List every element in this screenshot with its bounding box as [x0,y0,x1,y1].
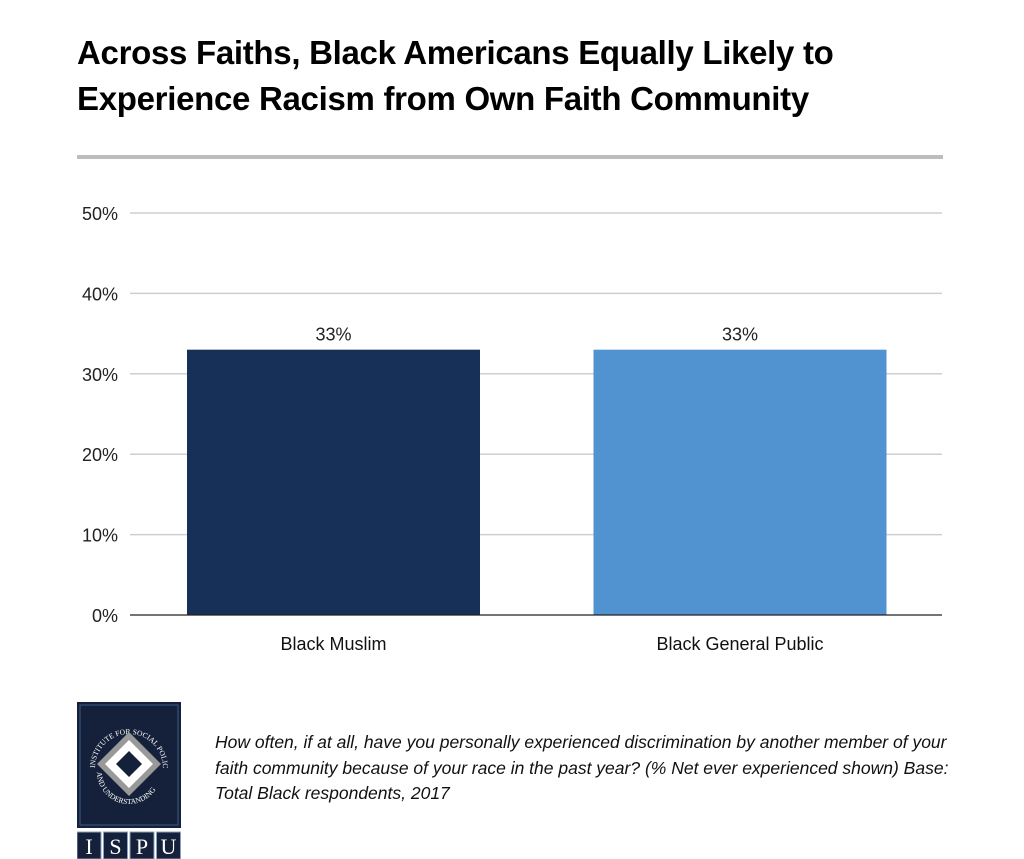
x-tick-label: Black Muslim [280,634,386,654]
bar [593,349,887,615]
footnote: How often, if at all, have you personall… [215,732,949,803]
x-tick-label: Black General Public [656,634,823,654]
chart-title: Across Faiths, Black Americans Equally L… [77,34,834,117]
logo-letter: U [161,834,177,859]
bar-chart: 0% 10% 20% 30% 40% 50% 33% Black Muslim 33% Black… [82,204,942,654]
y-tick-label: 30% [82,365,118,385]
y-tick-label: 10% [82,526,118,546]
logo-letter: I [85,834,92,859]
bar [187,349,480,615]
logo-letter: P [136,834,148,859]
y-tick-label: 0% [92,606,118,626]
y-tick-label: 50% [82,204,118,224]
y-tick-label: 20% [82,445,118,465]
data-label: 33% [722,325,758,345]
title-divider [77,155,943,159]
y-tick-label: 40% [82,284,118,304]
logo-letter: S [109,834,121,859]
data-label: 33% [315,325,351,345]
ispu-logo: INSTITUTE FOR SOCIAL POLICY AND UNDERSTA… [77,702,181,859]
